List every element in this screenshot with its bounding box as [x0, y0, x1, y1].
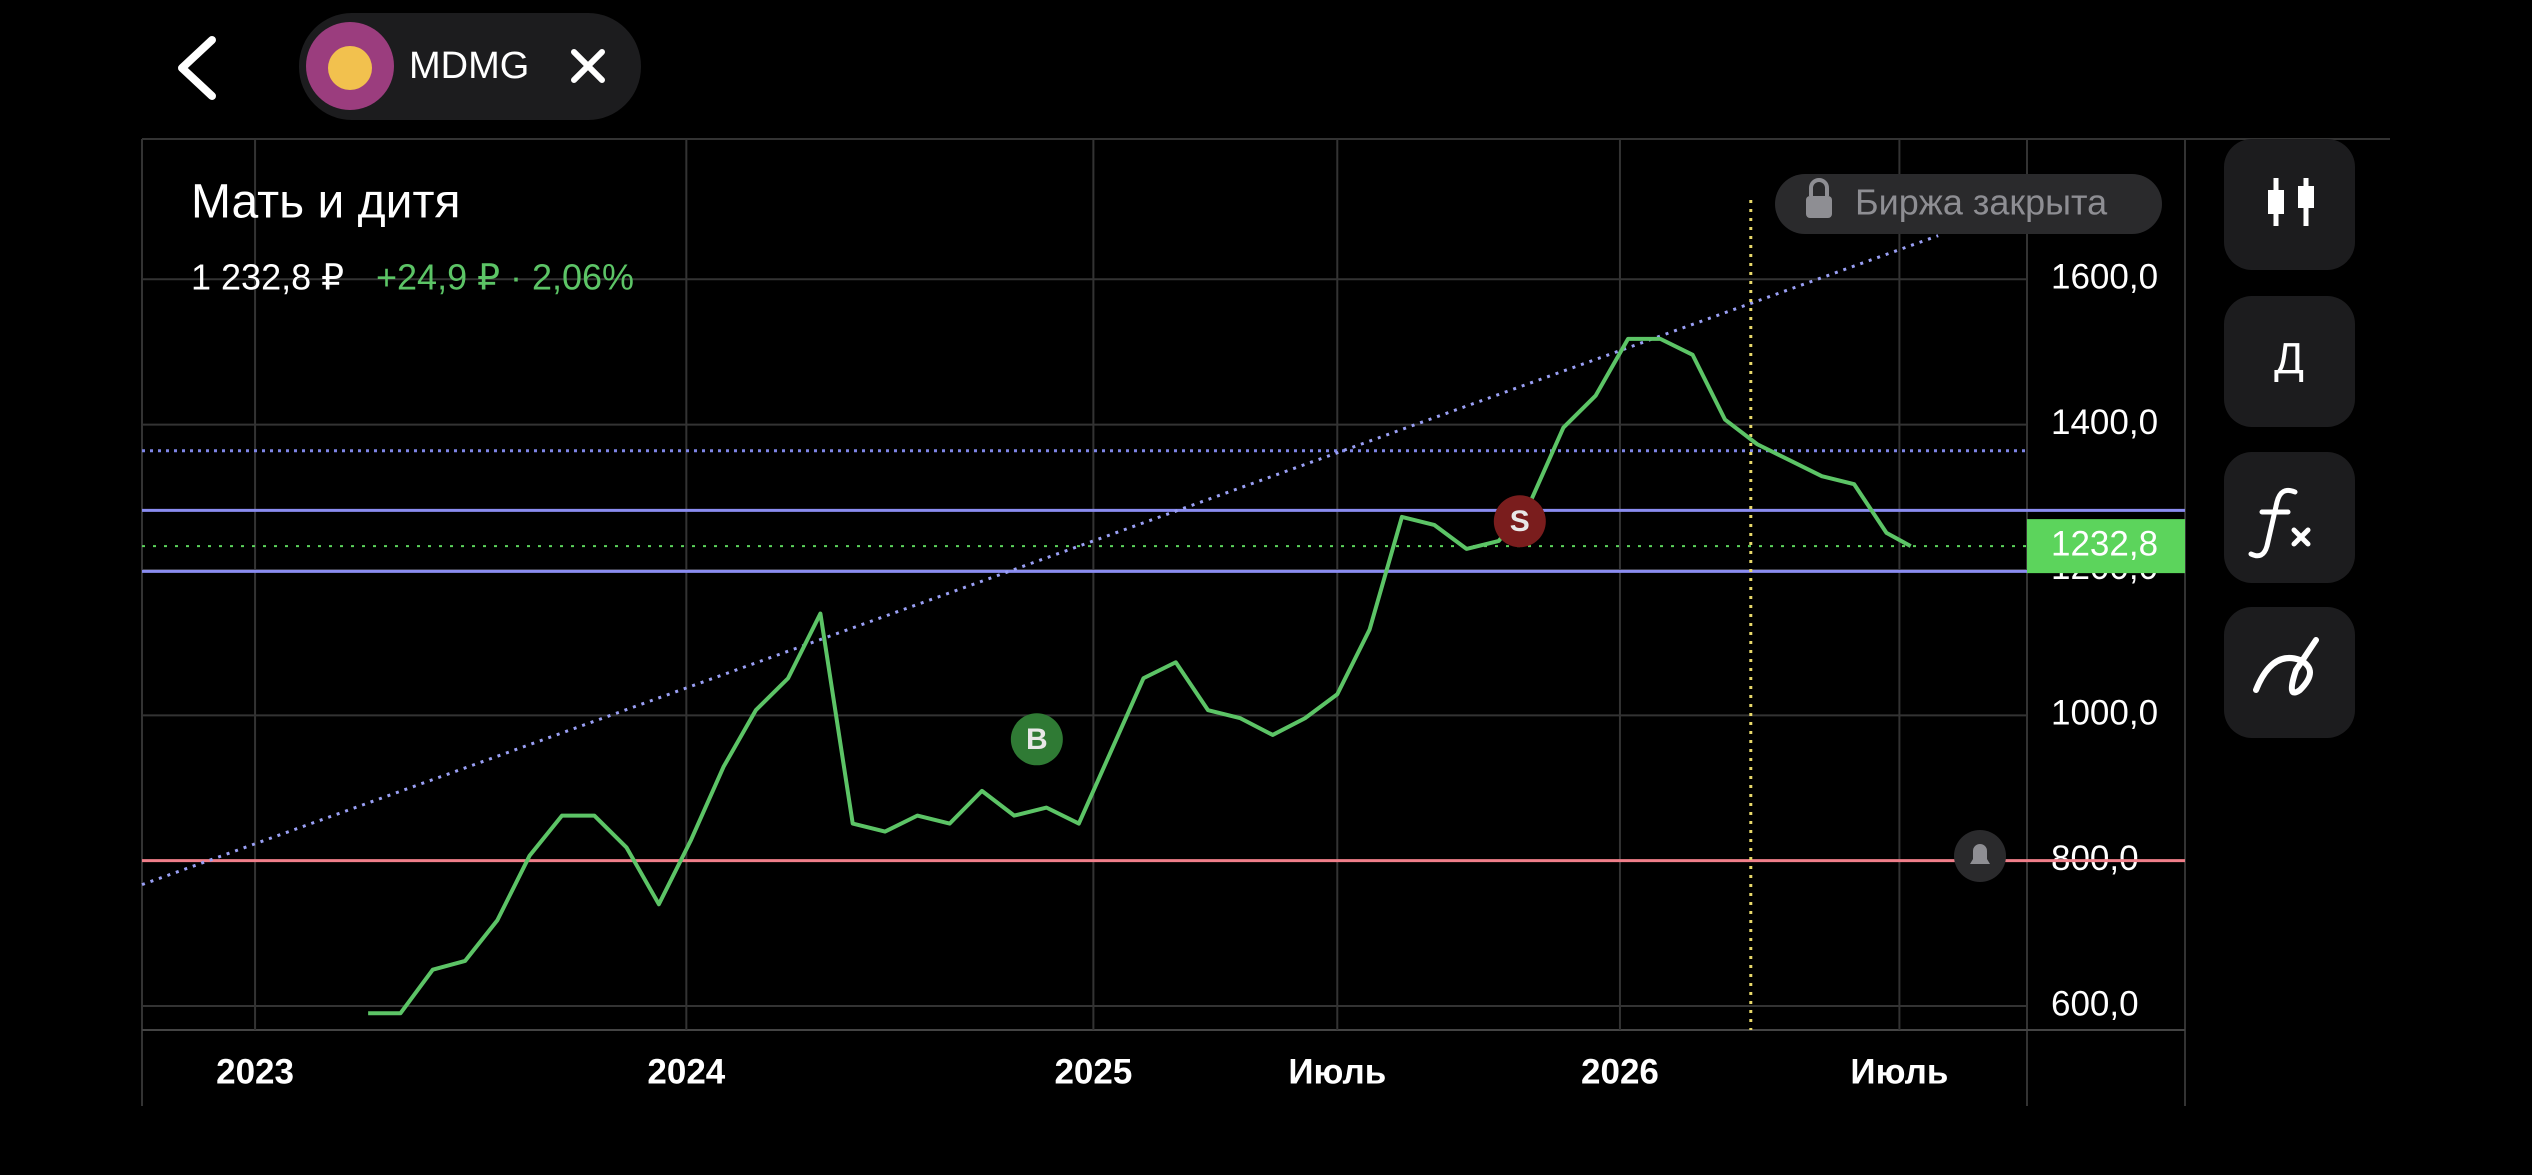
- bell-icon: [1970, 844, 1990, 864]
- y-tick-label: 1000,0: [2051, 694, 2158, 733]
- back-button[interactable]: [178, 36, 216, 100]
- interval: Д: [2274, 335, 2304, 384]
- candle-icon-body: [2298, 186, 2314, 208]
- price: 1 232,8 ₽: [191, 257, 344, 298]
- status: Биржа закрыта: [1855, 182, 2108, 223]
- trade-signal: [1010, 713, 1063, 766]
- candle-icon-body: [2268, 190, 2284, 214]
- x-tick-label: Июль: [1850, 1052, 1948, 1091]
- last-price-box: [2027, 519, 2185, 574]
- price-line: [368, 336, 1912, 1016]
- toolbar: Д: [2224, 139, 2355, 738]
- close-button[interactable]: [571, 49, 605, 83]
- signal-label: S: [1510, 505, 1530, 538]
- interval-button[interactable]: [2224, 296, 2355, 427]
- lock-icon: [1806, 196, 1832, 218]
- ticker: MDMG: [409, 45, 529, 87]
- x-tick-label: 2024: [647, 1052, 725, 1091]
- candle-type-button[interactable]: [2224, 139, 2355, 270]
- y-tick-label: 600,0: [2051, 984, 2139, 1023]
- drawing-button[interactable]: [2224, 607, 2355, 738]
- logo-mark: [328, 46, 372, 90]
- drawing-icon: [2253, 637, 2319, 696]
- chart: 600,0800,01000,01200,01400,01600,0202320…: [141, 138, 2390, 1106]
- x-tick-label: 2025: [1054, 1052, 1132, 1091]
- title: Мать и дитя: [191, 176, 460, 229]
- fx-icon: [2248, 487, 2311, 559]
- x-tick-label: 2023: [216, 1052, 294, 1091]
- x-tick-label: 2026: [1581, 1052, 1659, 1091]
- indicators-button[interactable]: [2224, 452, 2355, 583]
- trend-line: [141, 234, 1939, 887]
- last-price-label: 1232,8: [2051, 524, 2158, 563]
- price-change: +24,9 ₽ · 2,06%: [376, 257, 634, 298]
- lock-shackle: [1809, 178, 1829, 196]
- trade-signal: [1493, 495, 1546, 548]
- x-tick-label: Июль: [1288, 1052, 1386, 1091]
- signal-label: B: [1026, 723, 1048, 756]
- y-tick-label: 1400,0: [2051, 403, 2158, 442]
- status-pill: [1775, 174, 2162, 234]
- y-tick-label: 1600,0: [2051, 258, 2158, 297]
- y-tick-label: 800,0: [2051, 839, 2139, 878]
